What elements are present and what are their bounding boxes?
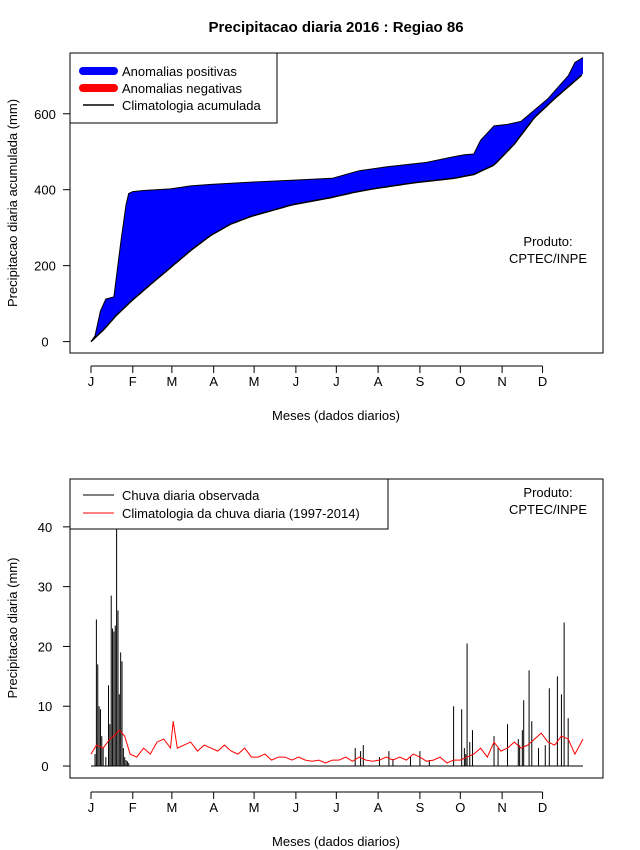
bottom-x-tick-label: M	[166, 800, 177, 815]
observed-accumulated-line	[90, 57, 584, 342]
main-title: Precipitacao diaria 2016 : Regiao 86	[208, 19, 463, 36]
top-y-axis-label: Precipitacao diaria acumulada (mm)	[5, 99, 20, 307]
bottom-y-axis: 0 10 20 30 40	[38, 520, 71, 774]
top-x-tick-label: A	[209, 374, 218, 389]
top-x-tick-label: O	[455, 374, 465, 389]
top-y-tick-label: 400	[34, 183, 56, 198]
bottom-x-tick-label: S	[416, 800, 425, 815]
top-x-tick-label: J	[293, 374, 300, 389]
top-x-tick-label: D	[538, 374, 547, 389]
bottom-x-tick-label: J	[88, 800, 95, 815]
climatology-accumulated-line	[90, 74, 583, 343]
top-chart: 0 200 400 600 J F M A M J J A S O N D Precipitacao dia…	[5, 52, 604, 423]
bottom-x-tick-label: A	[374, 800, 383, 815]
legend-label-clim-daily: Climatologia da chuva diaria (1997-2014)	[122, 506, 360, 521]
bottom-y-tick-label: 10	[38, 699, 52, 714]
bottom-legend: Chuva diaria observada Climatologia da c…	[69, 478, 389, 530]
legend-label-observed: Chuva diaria observada	[122, 488, 260, 503]
top-x-tick-label: S	[416, 374, 425, 389]
bottom-x-tick-label: N	[497, 800, 506, 815]
top-y-axis: 0 200 400 600	[34, 107, 71, 350]
bottom-y-tick-label: 0	[41, 759, 48, 774]
legend-label-negative: Anomalias negativas	[122, 81, 242, 96]
top-legend: Anomalias positivas Anomalias negativas …	[69, 52, 278, 124]
top-x-tick-label: M	[166, 374, 177, 389]
climatology-daily-line	[90, 721, 584, 764]
bottom-x-tick-label: M	[249, 800, 260, 815]
top-x-tick-label: F	[129, 374, 137, 389]
top-y-tick-label: 200	[34, 259, 56, 274]
bottom-y-tick-label: 20	[38, 639, 52, 654]
bottom-legend-box	[69, 478, 389, 530]
bottom-x-tick-label: A	[209, 800, 218, 815]
bottom-x-tick-label: O	[455, 800, 465, 815]
top-annotation-line2: CPTEC/INPE	[509, 251, 587, 266]
bottom-y-tick-label: 30	[38, 580, 52, 595]
top-y-tick-label: 0	[41, 335, 48, 350]
top-x-tick-label: N	[497, 374, 506, 389]
legend-label-positive: Anomalias positivas	[122, 64, 237, 79]
bottom-x-axis-label: Meses (dados diarios)	[272, 834, 400, 849]
bottom-x-tick-label: J	[333, 800, 340, 815]
observed-daily-bars	[91, 526, 583, 767]
bottom-annotation-line2: CPTEC/INPE	[509, 502, 587, 517]
bottom-x-tick-label: J	[293, 800, 300, 815]
bottom-y-axis-label: Precipitacao diaria (mm)	[5, 558, 20, 699]
top-annotation-line1: Produto:	[523, 234, 572, 249]
top-x-tick-label: M	[249, 374, 260, 389]
top-x-tick-label: J	[333, 374, 340, 389]
top-y-tick-label: 600	[34, 107, 56, 122]
top-x-tick-label: A	[374, 374, 383, 389]
legend-label-climatology: Climatologia acumulada	[122, 98, 262, 113]
bottom-x-tick-label: F	[129, 800, 137, 815]
positive-anomaly-area	[91, 57, 583, 342]
bottom-chart: 0 10 20 30 40 J F M A M J J A S O N D Precipitacao diar…	[5, 478, 604, 849]
top-x-axis-label: Meses (dados diarios)	[272, 408, 400, 423]
bottom-y-tick-label: 40	[38, 520, 52, 535]
bottom-annotation-line1: Produto:	[523, 485, 572, 500]
bottom-x-tick-label: D	[538, 800, 547, 815]
top-x-tick-label: J	[88, 374, 95, 389]
